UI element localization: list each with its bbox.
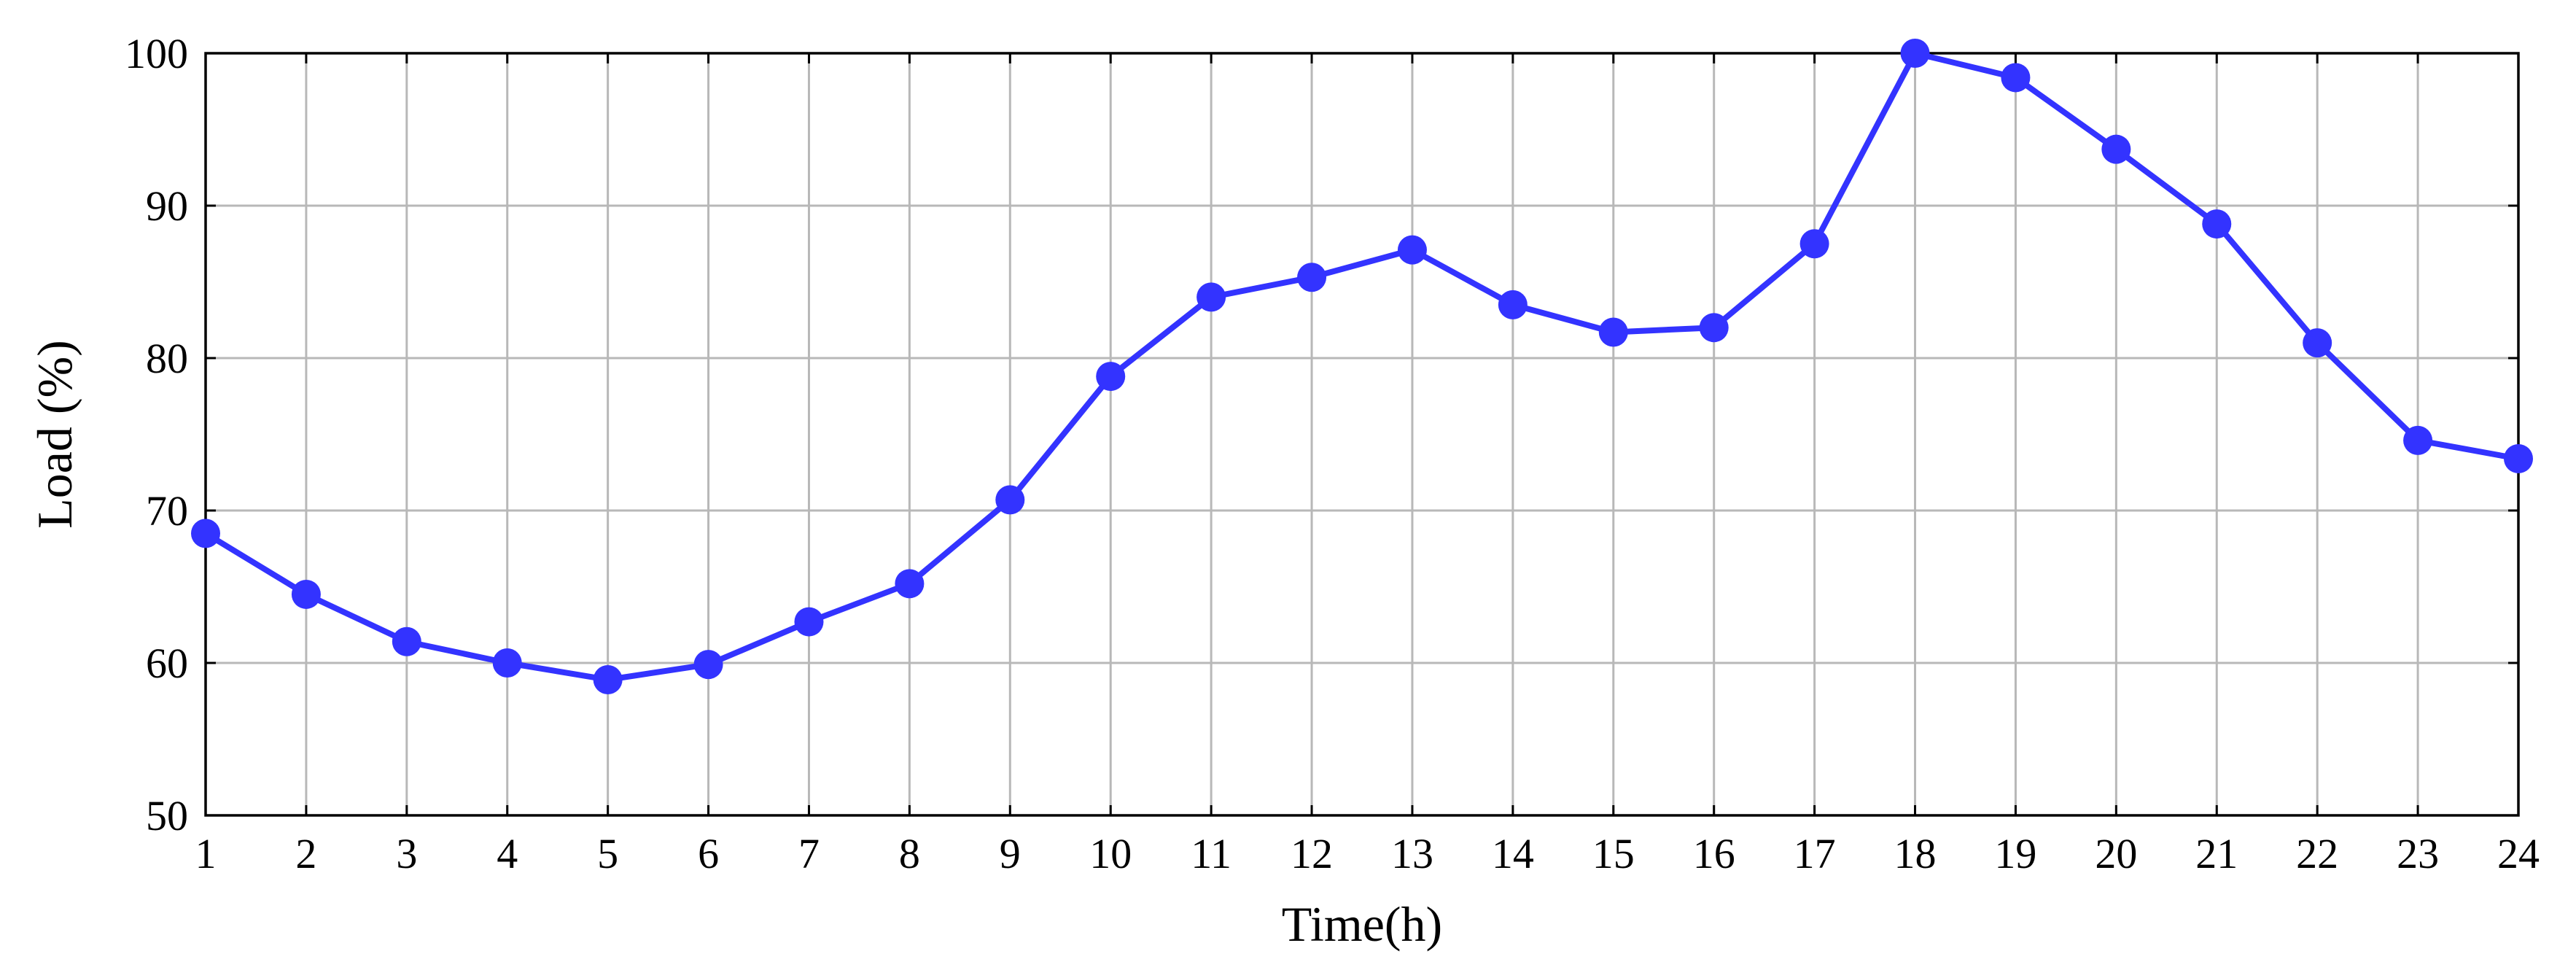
grid — [204, 52, 2520, 817]
x-tick-label: 18 — [1894, 830, 1937, 877]
x-tick-label: 6 — [698, 830, 719, 877]
data-point-marker — [2303, 328, 2332, 358]
plot-area-frame — [204, 52, 2520, 817]
data-point-marker — [2101, 134, 2131, 164]
data-point-marker — [2202, 209, 2232, 239]
data-point-marker — [2504, 443, 2533, 473]
data-point-marker — [2001, 63, 2031, 93]
x-tick-label: 9 — [1000, 830, 1021, 877]
y-tick-label: 60 — [146, 640, 188, 687]
x-tick-label: 17 — [1794, 830, 1836, 877]
x-tick-label: 8 — [899, 830, 920, 877]
data-point-marker — [593, 664, 623, 694]
x-tick-label: 14 — [1492, 830, 1534, 877]
data-point-marker — [995, 485, 1025, 515]
data-point-marker — [291, 579, 321, 609]
x-tick-label: 5 — [597, 830, 618, 877]
data-point-marker — [2403, 425, 2433, 455]
x-tick-label: 2 — [295, 830, 316, 877]
series-line — [203, 50, 2521, 683]
data-point-marker — [895, 569, 925, 599]
data-point-marker — [392, 626, 421, 656]
x-tick-label: 20 — [2095, 830, 2137, 877]
data-point-marker — [1900, 39, 1930, 68]
x-tick-label: 19 — [1994, 830, 2036, 877]
data-point-marker — [794, 607, 824, 637]
data-point-marker — [1699, 313, 1729, 343]
x-tick-label: 24 — [2497, 830, 2540, 877]
x-tick-label: 4 — [497, 830, 518, 877]
x-axis-tick-labels: 1 2 3 4 5 6 7 8 9 10 11 12 13 14 15 16 17 18 19 20 21 22 23 24 — [195, 830, 2540, 877]
y-tick-label: 80 — [146, 335, 188, 382]
x-tick-label: 7 — [798, 830, 820, 877]
data-point-marker — [1598, 317, 1628, 347]
x-tick-label: 16 — [1693, 830, 1735, 877]
data-point-marker — [693, 650, 723, 680]
data-point-marker — [1397, 235, 1427, 265]
data-point-marker — [1498, 290, 1528, 319]
data-point-marker — [1096, 362, 1126, 392]
x-tick-label: 21 — [2195, 830, 2238, 877]
x-tick-label: 11 — [1191, 830, 1231, 877]
x-tick-label: 12 — [1291, 830, 1333, 877]
x-tick-label: 10 — [1089, 830, 1132, 877]
data-point-marker — [191, 519, 220, 548]
x-tick-label: 22 — [2296, 830, 2338, 877]
y-tick-label: 70 — [146, 487, 188, 535]
x-tick-label: 15 — [1592, 830, 1635, 877]
y-tick-label: 90 — [146, 182, 188, 230]
x-tick-label: 23 — [2397, 830, 2439, 877]
data-point-marker — [1297, 263, 1327, 292]
y-axis-tick-labels: 50 60 70 80 90 100 — [125, 30, 188, 839]
series-layer — [191, 39, 2533, 694]
data-point-marker — [1799, 229, 1829, 259]
y-tick-label: 50 — [146, 792, 188, 839]
data-point-marker — [492, 648, 522, 678]
x-tick-label: 1 — [195, 830, 217, 877]
x-axis-title: Time(h) — [1282, 896, 1442, 952]
data-point-marker — [1196, 282, 1226, 312]
y-axis-title: Load (%) — [27, 340, 82, 529]
y-tick-label: 100 — [125, 30, 188, 77]
x-tick-label: 13 — [1391, 830, 1433, 877]
x-tick-label: 3 — [396, 830, 417, 877]
